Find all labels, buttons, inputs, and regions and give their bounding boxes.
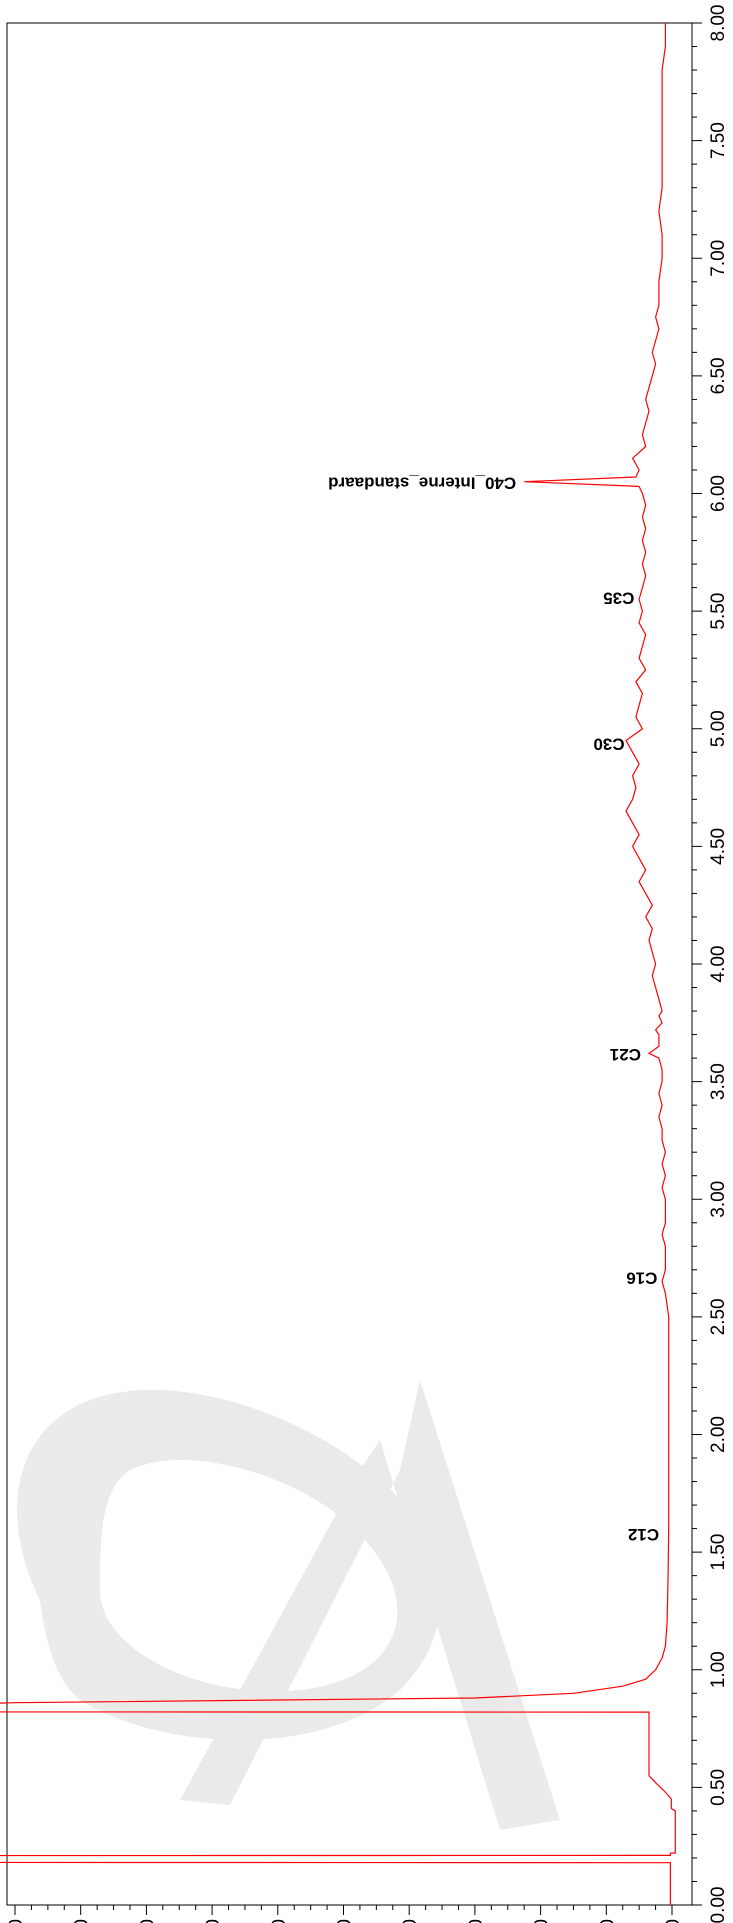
x-tick-label: 3.00 [708,1181,729,1218]
y-tick-label: 180.00 [72,1919,93,1923]
x-tick-label: 3.50 [708,1063,729,1100]
y-tick-label: 0.00 [663,1919,684,1923]
peak-label: C21 [610,1045,641,1064]
peak-label: C35 [603,589,634,608]
x-tick-label: 0.00 [708,1887,729,1923]
x-tick-label: 4.00 [708,946,729,983]
series-line-0 [0,23,676,1905]
y-tick-label: 160.00 [137,1919,158,1923]
x-tick-label: 7.00 [708,240,729,277]
series-layer [0,23,676,1905]
peak-label: C12 [628,1525,659,1544]
x-tick-label: 8.00 [708,5,729,42]
x-tick-label: 6.00 [708,475,729,512]
x-tick-label: 7.50 [708,122,729,159]
y-tick-label: 40.00 [532,1919,553,1923]
x-tick-label: 5.50 [708,593,729,630]
x-tick-label: 0.50 [708,1769,729,1806]
peak-label: C30 [593,734,624,753]
x-tick-label: 1.50 [708,1534,729,1571]
x-tick-label: 6.50 [708,357,729,394]
peak-label: C16 [626,1268,657,1287]
y-tick-label: 100.00 [335,1919,356,1923]
y-tick-label: 120.00 [269,1919,290,1923]
y-tick-label: 80.00 [400,1919,421,1923]
x-axis: 0.00 0.50 1.00 1.50 2.00 2.50 3.00 3.50 4.00 4.50… [692,5,729,1923]
watermark-logo [17,1380,560,1830]
peak-label: C40_Interne_standaard [328,473,516,492]
x-tick-label: 2.00 [708,1416,729,1453]
y-axis: 0.00 20.00 40.00 60.00 80.00 100.00 120.00 140.… [6,1905,684,1923]
y-tick-label: 20.00 [597,1919,618,1923]
x-tick-label: 4.50 [708,828,729,865]
annotation-layer: C10_Interne_standaardC12C16C21C30C35C40_… [328,473,659,1544]
y-tick-label: 60.00 [466,1919,487,1923]
x-tick-label: 1.00 [708,1651,729,1688]
x-tick-label: 2.50 [708,1298,729,1335]
y-tick-label: 200.00 [6,1919,27,1923]
x-tick-label: 5.00 [708,710,729,747]
y-tick-label: 140.00 [203,1919,224,1923]
